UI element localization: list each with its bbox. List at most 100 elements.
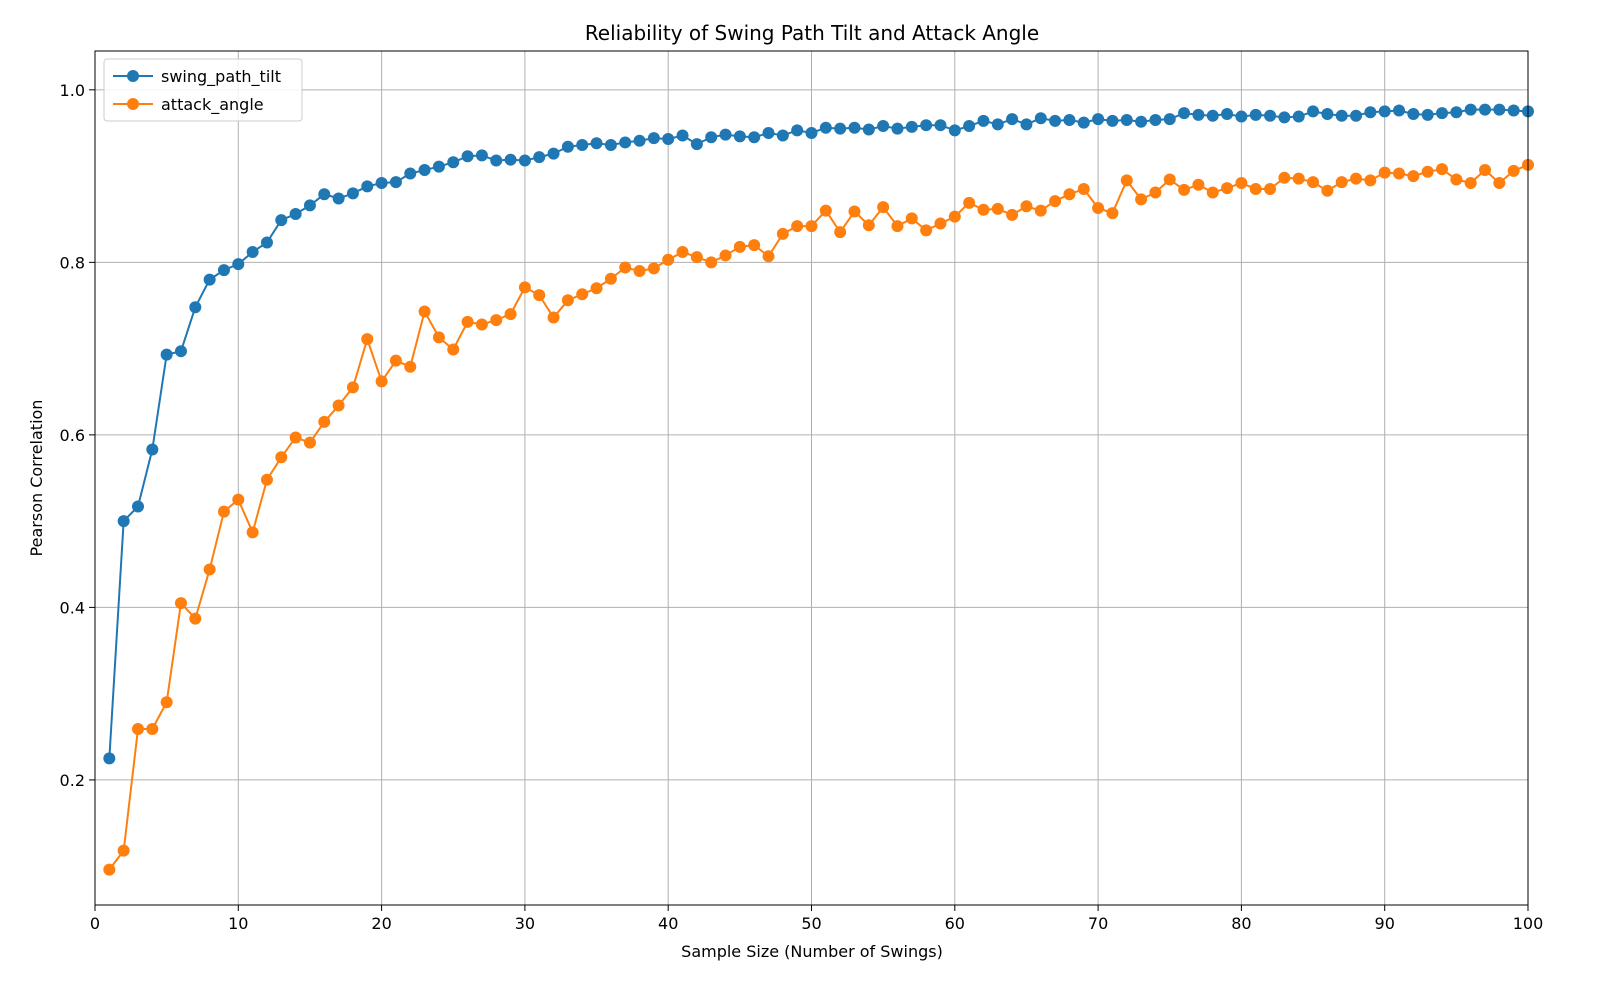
- y-tick-label: 0.6: [60, 426, 85, 445]
- data-point: [490, 154, 503, 167]
- data-point: [805, 220, 818, 233]
- data-point: [475, 318, 488, 331]
- data-point: [447, 156, 460, 169]
- data-point: [1249, 108, 1262, 121]
- data-point: [1307, 176, 1320, 189]
- data-point: [1049, 195, 1062, 208]
- data-point: [289, 431, 302, 444]
- data-point: [404, 360, 417, 373]
- data-point: [217, 505, 230, 518]
- data-point: [332, 192, 345, 205]
- data-point: [318, 415, 331, 428]
- data-point: [1034, 112, 1047, 125]
- data-point: [862, 219, 875, 232]
- data-point: [733, 130, 746, 143]
- data-point: [189, 612, 202, 625]
- data-point: [432, 160, 445, 173]
- data-point: [590, 282, 603, 295]
- data-point: [1120, 114, 1133, 127]
- data-point: [246, 245, 259, 258]
- data-point: [791, 220, 804, 233]
- data-point: [260, 473, 273, 486]
- data-point: [1077, 116, 1090, 129]
- data-point: [1106, 207, 1119, 220]
- data-point: [1292, 110, 1305, 123]
- x-tick-label: 20: [371, 914, 391, 933]
- data-point: [1006, 113, 1019, 126]
- data-point: [991, 202, 1004, 215]
- data-point: [389, 354, 402, 367]
- data-point: [776, 227, 789, 240]
- data-point: [1493, 176, 1506, 189]
- data-point: [619, 261, 632, 274]
- data-point: [1063, 114, 1076, 127]
- data-point: [690, 251, 703, 264]
- data-point: [490, 314, 503, 327]
- data-point: [891, 122, 904, 135]
- data-point: [819, 204, 832, 217]
- legend-marker: [127, 98, 139, 110]
- data-point: [1479, 103, 1492, 116]
- data-point: [977, 203, 990, 216]
- data-point: [1020, 118, 1033, 131]
- x-tick-label: 60: [945, 914, 965, 933]
- data-point: [1464, 103, 1477, 116]
- data-point: [418, 305, 431, 318]
- data-point: [518, 154, 531, 167]
- data-point: [1407, 170, 1420, 183]
- x-tick-label: 90: [1375, 914, 1395, 933]
- data-point: [819, 121, 832, 134]
- data-point: [705, 131, 718, 144]
- data-point: [332, 399, 345, 412]
- data-point: [1436, 163, 1449, 176]
- data-point: [662, 253, 675, 266]
- data-point: [934, 217, 947, 230]
- data-point: [404, 167, 417, 180]
- data-point: [1278, 171, 1291, 184]
- data-point: [676, 245, 689, 258]
- data-point: [848, 121, 861, 134]
- data-point: [1163, 173, 1176, 186]
- data-point: [160, 348, 173, 361]
- data-point: [576, 139, 589, 152]
- data-point: [920, 224, 933, 237]
- data-point: [633, 134, 646, 147]
- data-point: [146, 723, 159, 736]
- data-point: [834, 226, 847, 239]
- data-point: [776, 129, 789, 142]
- data-point: [533, 289, 546, 302]
- data-point: [1120, 174, 1133, 187]
- legend-label: attack_angle: [161, 95, 264, 115]
- data-point: [1464, 176, 1477, 189]
- data-point: [1063, 188, 1076, 201]
- data-point: [1106, 114, 1119, 127]
- data-point: [1192, 178, 1205, 191]
- series-attack-angle: [103, 158, 1534, 876]
- data-point: [1393, 104, 1406, 117]
- data-point: [547, 311, 560, 324]
- data-point: [1135, 115, 1148, 128]
- data-point: [963, 196, 976, 209]
- data-point: [1249, 183, 1262, 196]
- data-point: [1378, 105, 1391, 118]
- data-point: [375, 176, 388, 189]
- data-point: [232, 493, 245, 506]
- data-point: [303, 436, 316, 449]
- data-point: [1321, 184, 1334, 197]
- legend-label: swing_path_tilt: [161, 67, 281, 87]
- data-point: [1350, 172, 1363, 185]
- data-point: [719, 128, 732, 141]
- data-point: [604, 272, 617, 285]
- data-point: [948, 210, 961, 223]
- data-point: [418, 164, 431, 177]
- data-point: [862, 123, 875, 136]
- data-point: [633, 264, 646, 277]
- data-point: [303, 199, 316, 212]
- data-point: [174, 597, 187, 610]
- data-point: [103, 752, 116, 765]
- data-point: [877, 201, 890, 214]
- series-layer: [103, 103, 1534, 876]
- data-point: [475, 149, 488, 162]
- data-point: [920, 119, 933, 132]
